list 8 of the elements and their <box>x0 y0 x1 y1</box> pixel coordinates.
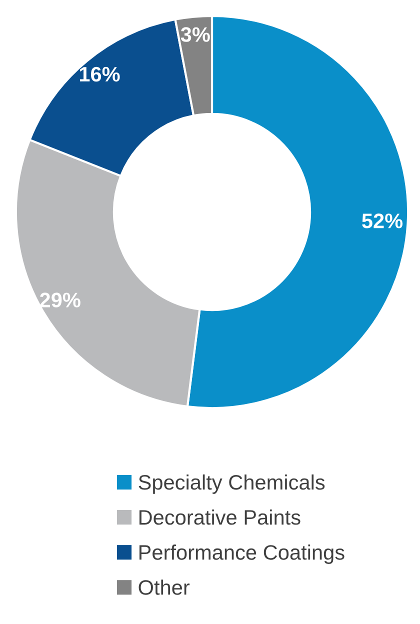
data-label: 29% <box>40 292 80 308</box>
legend-label: Specialty Chemicals <box>138 474 325 494</box>
legend-label: Decorative Paints <box>139 509 300 525</box>
data-label: 3% <box>180 27 210 42</box>
legend-label: Other <box>138 580 190 595</box>
data-label: 52% <box>362 214 403 228</box>
data-label: 16% <box>80 66 120 82</box>
legend-label: Performance Coatings <box>139 544 344 564</box>
